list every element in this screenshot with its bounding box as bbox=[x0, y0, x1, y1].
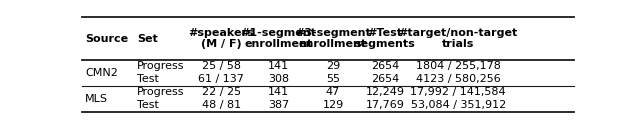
Text: 2654: 2654 bbox=[371, 61, 399, 71]
Text: 25 / 58: 25 / 58 bbox=[202, 61, 241, 71]
Text: 17,769: 17,769 bbox=[365, 100, 404, 110]
Text: 29: 29 bbox=[326, 61, 340, 71]
Text: 47: 47 bbox=[326, 87, 340, 97]
Text: MLS: MLS bbox=[85, 94, 108, 104]
Text: Test: Test bbox=[137, 74, 159, 84]
Text: Test: Test bbox=[137, 100, 159, 110]
Text: Source: Source bbox=[85, 34, 128, 44]
Text: 12,249: 12,249 bbox=[365, 87, 404, 97]
Text: Progress: Progress bbox=[137, 61, 184, 71]
Text: 17,992 / 141,584: 17,992 / 141,584 bbox=[410, 87, 506, 97]
Text: CMN2: CMN2 bbox=[85, 68, 118, 78]
Text: 22 / 25: 22 / 25 bbox=[202, 87, 241, 97]
Text: #target/non-target
trials: #target/non-target trials bbox=[399, 28, 518, 49]
Text: #3-segment
enrollment: #3-segment enrollment bbox=[295, 28, 371, 49]
Text: #Test
segments: #Test segments bbox=[355, 28, 415, 49]
Text: Set: Set bbox=[137, 34, 158, 44]
Text: #speakers
(M / F): #speakers (M / F) bbox=[189, 28, 254, 49]
Text: 48 / 81: 48 / 81 bbox=[202, 100, 241, 110]
Text: 61 / 137: 61 / 137 bbox=[198, 74, 244, 84]
Text: 1804 / 255,178: 1804 / 255,178 bbox=[416, 61, 500, 71]
Text: #1-segment
enrollment: #1-segment enrollment bbox=[241, 28, 316, 49]
Text: 308: 308 bbox=[268, 74, 289, 84]
Text: 2654: 2654 bbox=[371, 74, 399, 84]
Text: 55: 55 bbox=[326, 74, 340, 84]
Text: 141: 141 bbox=[268, 87, 289, 97]
Text: Progress: Progress bbox=[137, 87, 184, 97]
Text: 129: 129 bbox=[323, 100, 344, 110]
Text: 141: 141 bbox=[268, 61, 289, 71]
Text: 53,084 / 351,912: 53,084 / 351,912 bbox=[411, 100, 506, 110]
Text: 387: 387 bbox=[268, 100, 289, 110]
Text: 4123 / 580,256: 4123 / 580,256 bbox=[416, 74, 500, 84]
